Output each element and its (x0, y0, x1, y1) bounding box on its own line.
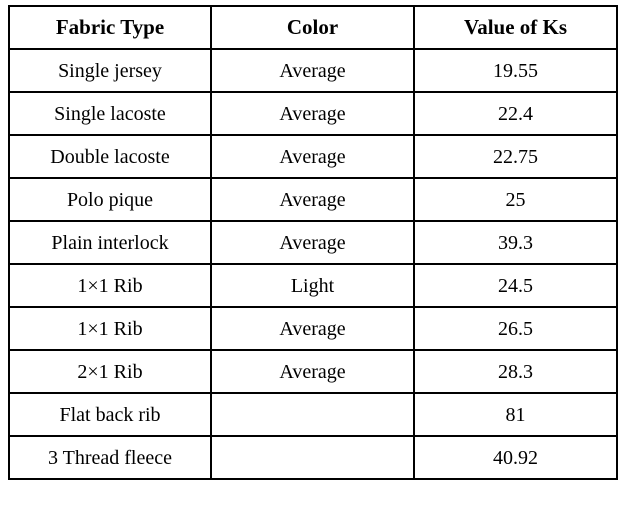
color-cell (210, 435, 415, 480)
fabric-type-cell: Single lacoste (8, 91, 212, 136)
color-cell: Average (210, 220, 415, 265)
ks-value-cell: 22.75 (413, 134, 618, 179)
color-cell: Average (210, 306, 415, 351)
table-row: Double lacoste Average 22.75 (8, 134, 618, 179)
table-row: 3 Thread fleece 40.92 (8, 435, 618, 480)
table-header-row: Fabric Type Color Value of Ks (8, 5, 618, 50)
fabric-type-cell: Plain interlock (8, 220, 212, 265)
color-cell (210, 392, 415, 437)
ks-value-cell: 26.5 (413, 306, 618, 351)
table-row: Flat back rib 81 (8, 392, 618, 437)
table-row: Single jersey Average 19.55 (8, 48, 618, 93)
ks-value-cell: 24.5 (413, 263, 618, 308)
color-cell: Light (210, 263, 415, 308)
ks-value-cell: 28.3 (413, 349, 618, 394)
table-row: 2×1 Rib Average 28.3 (8, 349, 618, 394)
column-header-value-of-ks: Value of Ks (413, 5, 618, 50)
fabric-type-cell: 2×1 Rib (8, 349, 212, 394)
fabric-type-cell: 1×1 Rib (8, 263, 212, 308)
ks-value-cell: 40.92 (413, 435, 618, 480)
column-header-fabric-type: Fabric Type (8, 5, 212, 50)
ks-value-cell: 25 (413, 177, 618, 222)
color-cell: Average (210, 349, 415, 394)
fabric-type-cell: Single jersey (8, 48, 212, 93)
fabric-type-cell: Polo pique (8, 177, 212, 222)
ks-value-cell: 22.4 (413, 91, 618, 136)
table-row: 1×1 Rib Average 26.5 (8, 306, 618, 351)
table-row: Single lacoste Average 22.4 (8, 91, 618, 136)
column-header-color: Color (210, 5, 415, 50)
table-row: 1×1 Rib Light 24.5 (8, 263, 618, 308)
fabric-type-cell: 3 Thread fleece (8, 435, 212, 480)
table-row: Plain interlock Average 39.3 (8, 220, 618, 265)
fabric-type-cell: Flat back rib (8, 392, 212, 437)
ks-value-cell: 81 (413, 392, 618, 437)
color-cell: Average (210, 177, 415, 222)
color-cell: Average (210, 91, 415, 136)
color-cell: Average (210, 134, 415, 179)
fabric-ks-table: Fabric Type Color Value of Ks Single jer… (8, 5, 618, 480)
table-row: Polo pique Average 25 (8, 177, 618, 222)
fabric-type-cell: Double lacoste (8, 134, 212, 179)
color-cell: Average (210, 48, 415, 93)
fabric-type-cell: 1×1 Rib (8, 306, 212, 351)
ks-value-cell: 39.3 (413, 220, 618, 265)
ks-value-cell: 19.55 (413, 48, 618, 93)
